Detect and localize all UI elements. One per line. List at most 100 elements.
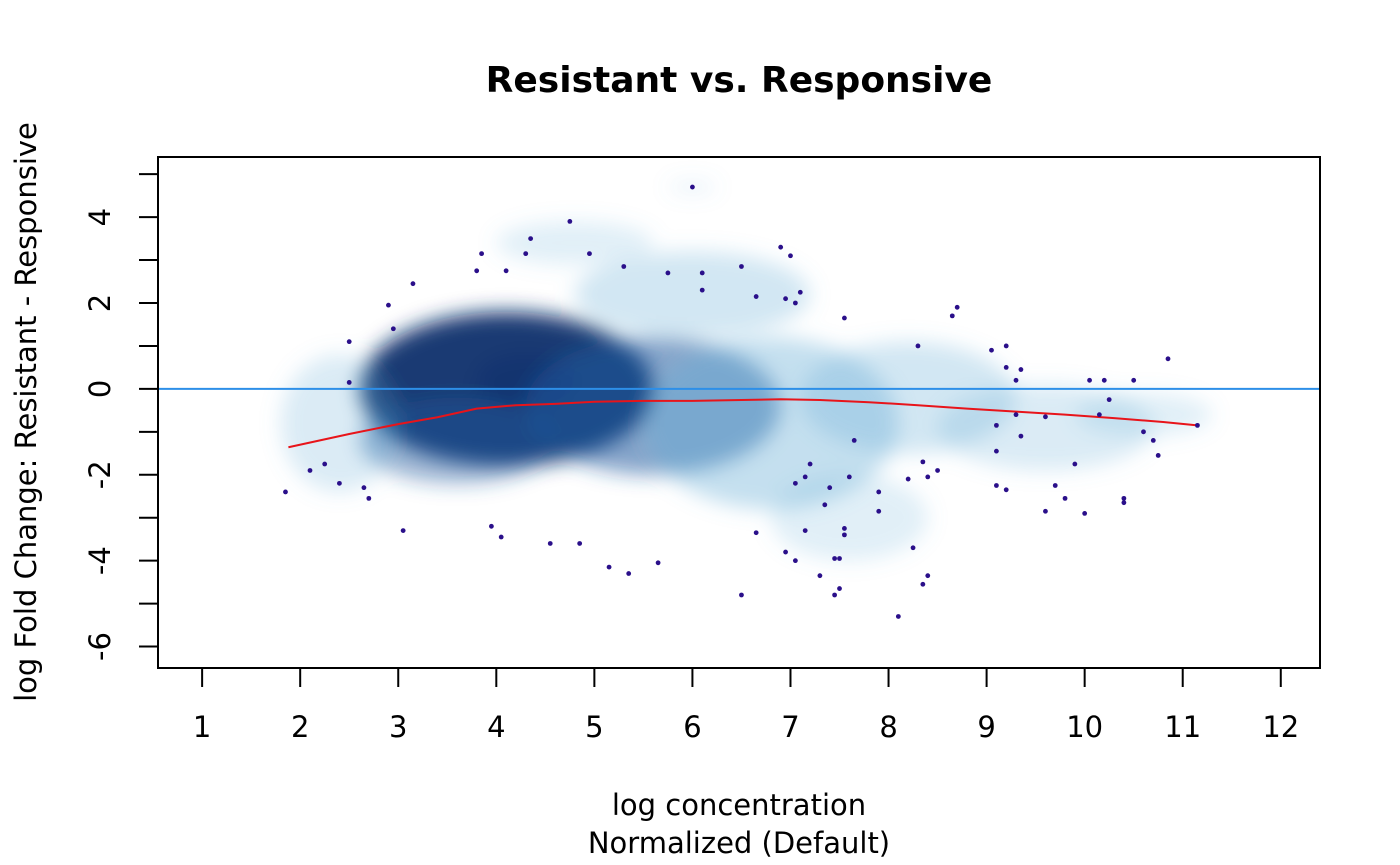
x-tick-label: 11 — [1164, 710, 1201, 744]
data-point — [1082, 511, 1088, 516]
data-point — [400, 528, 406, 533]
data-point — [910, 545, 916, 551]
data-point — [690, 184, 695, 190]
data-point — [842, 315, 847, 321]
x-axis: 1 2 3 4 5 6 7 8 9 10 11 12 — [193, 668, 1299, 744]
data-point — [346, 339, 352, 345]
data-point — [1121, 500, 1127, 506]
data-point — [489, 523, 494, 529]
data-point — [547, 541, 553, 546]
data-point — [1072, 461, 1078, 467]
data-point — [783, 296, 788, 302]
data-point — [1106, 397, 1112, 403]
x-tick-label: 4 — [487, 710, 505, 744]
data-point — [386, 302, 391, 308]
data-point — [1018, 367, 1024, 372]
data-point — [606, 564, 612, 570]
density-region — [574, 251, 811, 338]
plot-frame — [157, 156, 1321, 669]
data-point — [851, 438, 857, 443]
data-point — [665, 270, 671, 276]
data-point — [915, 343, 921, 349]
data-point — [832, 556, 838, 561]
data-point — [905, 476, 911, 482]
data-point — [307, 468, 313, 473]
data-point — [920, 459, 926, 465]
x-tick-label: 10 — [1066, 710, 1103, 744]
data-point — [837, 586, 842, 591]
data-point — [994, 422, 999, 428]
data-point — [822, 502, 828, 508]
data-point — [1141, 429, 1146, 435]
data-point — [802, 528, 808, 533]
data-point — [528, 236, 534, 241]
y-axis-label: log Fold Change: Resistant - Responsive — [9, 122, 43, 702]
data-point — [949, 313, 955, 319]
data-point — [994, 483, 999, 488]
data-points — [283, 184, 1200, 619]
data-point — [390, 326, 396, 332]
data-point — [832, 592, 838, 598]
data-point — [1013, 377, 1019, 383]
data-point — [1150, 438, 1156, 443]
data-point — [753, 530, 759, 536]
data-point — [876, 489, 882, 495]
data-point — [479, 251, 484, 257]
x-tick-label: 3 — [389, 710, 407, 744]
data-point — [474, 268, 480, 274]
data-point — [739, 264, 744, 269]
data-point — [1043, 508, 1048, 514]
data-point — [817, 573, 823, 579]
data-point — [783, 549, 788, 555]
data-point — [827, 485, 833, 491]
data-point — [1018, 433, 1024, 439]
data-point — [587, 251, 592, 257]
x-tick-label: 12 — [1262, 710, 1299, 744]
data-point — [567, 219, 573, 224]
data-point — [846, 474, 852, 480]
data-point — [807, 461, 813, 467]
data-point — [1003, 343, 1009, 349]
data-point — [366, 495, 372, 501]
data-point — [655, 560, 661, 566]
data-point — [1043, 414, 1048, 420]
data-point — [1013, 412, 1019, 418]
data-point — [503, 268, 509, 274]
data-point — [994, 448, 999, 454]
density-region — [359, 397, 556, 484]
data-point — [842, 526, 847, 531]
data-point — [523, 251, 529, 257]
x-tick-label: 8 — [879, 710, 897, 744]
data-point — [788, 253, 793, 259]
data-point — [621, 264, 627, 269]
data-point — [1096, 412, 1102, 418]
data-point — [925, 474, 931, 480]
data-point — [895, 614, 901, 619]
data-point — [1003, 487, 1009, 493]
data-point — [1101, 377, 1107, 383]
data-point — [989, 347, 994, 353]
data-point — [797, 289, 803, 295]
data-point — [1121, 495, 1127, 501]
y-tick-label: -4 — [83, 546, 117, 575]
data-point — [337, 480, 342, 486]
data-point — [283, 489, 288, 495]
x-tick-label: 7 — [781, 710, 799, 744]
density-region — [770, 474, 928, 561]
y-tick-label: 4 — [83, 208, 117, 226]
data-point — [322, 461, 328, 467]
data-point — [778, 244, 784, 250]
data-point — [626, 571, 632, 576]
y-tick-label: 0 — [83, 380, 117, 398]
x-tick-label: 1 — [193, 710, 211, 744]
data-point — [361, 485, 367, 491]
y-tick-label: -2 — [83, 460, 117, 489]
data-point — [753, 294, 759, 299]
data-point — [699, 270, 705, 276]
data-point — [954, 304, 960, 310]
data-point — [1062, 495, 1068, 501]
chart-title: Resistant vs. Responsive — [486, 60, 993, 101]
y-tick-label: -6 — [83, 632, 117, 661]
data-point — [410, 281, 416, 287]
